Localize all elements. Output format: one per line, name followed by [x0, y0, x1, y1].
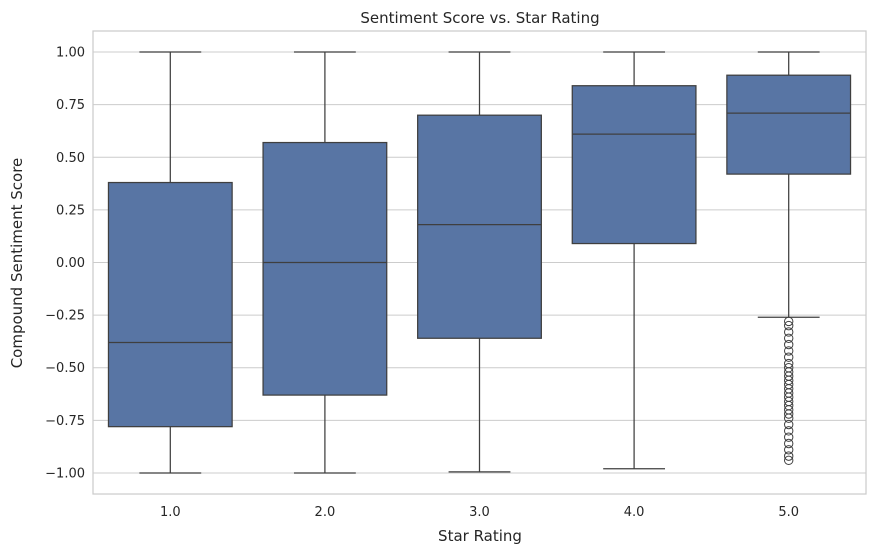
outlier-point — [784, 426, 794, 436]
outlier-point — [784, 346, 794, 356]
outlier-point — [784, 455, 794, 466]
y-tick-label: 0.75 — [56, 98, 85, 113]
outlier-point — [784, 451, 794, 461]
box-iqr — [571, 85, 697, 245]
outlier-point — [784, 432, 794, 442]
y-tick-label: 0.50 — [56, 151, 85, 166]
outlier-point — [784, 316, 794, 327]
outlier-point — [784, 445, 794, 455]
box-group — [571, 51, 697, 470]
y-tick-label: −1.00 — [45, 466, 85, 481]
box-iqr — [262, 141, 388, 396]
y-axis-title: Compound Sentiment Score — [8, 158, 26, 369]
chart-title: Sentiment Score vs. Star Rating — [360, 9, 599, 27]
outlier-point — [784, 333, 794, 343]
y-tick-label: −0.25 — [45, 309, 85, 324]
x-tick-label: 5.0 — [778, 505, 799, 520]
y-tick-label: −0.50 — [45, 361, 85, 376]
y-tick-label: −0.75 — [45, 414, 85, 429]
outlier-point — [784, 413, 794, 423]
x-tick-label: 4.0 — [624, 505, 645, 520]
x-tick-label: 3.0 — [469, 505, 490, 520]
y-tick-label: 0.00 — [56, 256, 85, 271]
outlier-point — [784, 327, 794, 337]
box-iqr — [726, 74, 852, 175]
x-tick-label: 2.0 — [315, 505, 336, 520]
box-group — [726, 51, 852, 466]
box-group — [262, 51, 388, 474]
x-axis-title: Star Rating — [438, 527, 522, 545]
box-layer — [107, 51, 852, 474]
y-tick-label: 0.25 — [56, 203, 85, 218]
x-tick-label: 1.0 — [160, 505, 181, 520]
outlier-point — [784, 320, 794, 331]
tick-labels: −1.00 −0.75 −0.50 −0.25 0.00 0.25 0.50 0.75 1.00… — [45, 46, 799, 520]
box-iqr — [107, 181, 233, 428]
y-tick-label: 1.00 — [56, 46, 85, 61]
outlier-point — [784, 409, 794, 419]
outlier-point — [784, 339, 794, 350]
box-group — [417, 51, 542, 473]
plot-frame — [92, 30, 867, 495]
outlier-point — [784, 352, 794, 362]
box-iqr — [417, 114, 542, 339]
outlier-point — [784, 438, 794, 449]
outlier-point — [784, 419, 794, 430]
plot-border — [92, 30, 867, 495]
box-group — [107, 51, 233, 474]
